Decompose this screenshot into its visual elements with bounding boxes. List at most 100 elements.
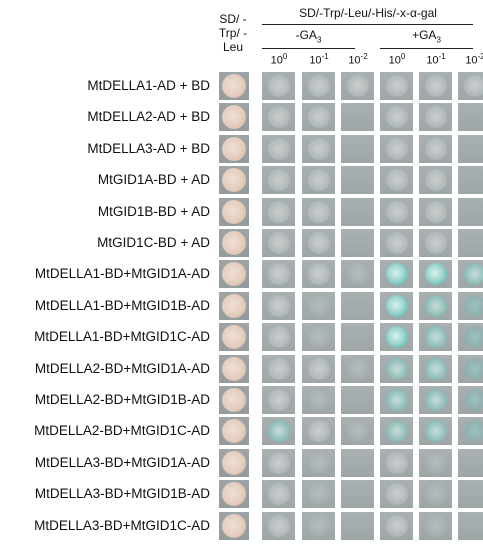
selective-plate-tile — [262, 386, 295, 414]
selective-plate-tile — [419, 134, 452, 163]
sd-plate-tile — [219, 72, 249, 100]
selective-plate-tile — [458, 323, 483, 352]
yeast-spot — [385, 357, 408, 380]
yeast-spot — [307, 294, 330, 317]
selective-plate-tile — [458, 511, 483, 540]
sd-plate-tile — [219, 260, 249, 289]
dilution-header: 10-1 — [309, 52, 329, 67]
selective-plate-tile — [419, 323, 452, 352]
selective-plate-tile — [419, 386, 452, 414]
yeast-spot — [385, 326, 408, 349]
selective-media-header: SD/-Trp/-Leu/-His/-x-α-gal — [299, 6, 437, 20]
yeast-spot — [424, 169, 447, 192]
yeast-spot — [463, 420, 483, 443]
yeast-spot — [222, 74, 246, 98]
ga-plus-header: +GA3 — [412, 28, 441, 45]
yeast-spot — [222, 388, 246, 412]
selective-plate-tile — [458, 354, 483, 383]
selective-plate-tile — [341, 448, 374, 477]
selective-plate-tile — [458, 103, 483, 132]
yeast-spot — [267, 294, 290, 317]
selective-plate-tile — [419, 229, 452, 257]
yeast-spot — [307, 420, 330, 443]
yeast-spot — [463, 389, 483, 411]
yeast-spot — [385, 483, 408, 506]
yeast-spot — [463, 326, 483, 349]
yeast-spot — [346, 263, 369, 286]
selective-plate-tile — [302, 229, 335, 257]
yeast-spot — [267, 451, 290, 474]
yeast-spot — [385, 389, 408, 411]
selective-plate-tile — [458, 166, 483, 195]
selective-plate-tile — [458, 480, 483, 509]
sd-plate-tile — [219, 480, 249, 509]
yeast-spot — [424, 294, 447, 317]
selective-plate-tile — [302, 511, 335, 540]
selective-plate-tile — [341, 72, 374, 100]
sd-plate-tile — [219, 197, 249, 226]
yeast-spot — [267, 483, 290, 506]
yeast-spot — [267, 389, 290, 411]
selective-plate-tile — [262, 260, 295, 289]
sd-plate-tile — [219, 386, 249, 414]
yeast-spot — [463, 263, 483, 286]
yeast-spot — [424, 200, 447, 223]
ga-minus-header: -GA3 — [295, 28, 322, 45]
yeast-spot — [267, 106, 290, 129]
sd-plate-tile — [219, 229, 249, 257]
selective-plate-tile — [380, 417, 413, 446]
selective-plate-tile — [302, 386, 335, 414]
selective-plate-tile — [419, 448, 452, 477]
selective-plate-tile — [380, 448, 413, 477]
sd-plate-tile — [219, 417, 249, 446]
yeast-spot — [267, 357, 290, 380]
yeast-spot — [267, 200, 290, 223]
yeast-spot — [222, 482, 246, 507]
yeast-spot — [385, 420, 408, 443]
selective-plate-tile — [380, 291, 413, 320]
strain-label: MtDELLA2-BD+MtGID1C-AD — [34, 423, 210, 439]
selective-plate-tile — [262, 166, 295, 195]
yeast-spot — [424, 75, 447, 97]
selective-plate-tile — [302, 260, 335, 289]
yeast-spot — [267, 137, 290, 160]
yeast-spot — [307, 483, 330, 506]
yeast-spot — [307, 357, 330, 380]
selective-plate-tile — [380, 386, 413, 414]
selective-plate-tile — [262, 511, 295, 540]
yeast-spot — [346, 357, 369, 380]
yeast-spot — [385, 137, 408, 160]
yeast-spot — [424, 420, 447, 443]
yeast-spot — [267, 263, 290, 286]
yeast-spot — [267, 169, 290, 192]
yeast-spot — [267, 514, 290, 537]
sd-plate-tile — [219, 103, 249, 132]
strain-label: MtDELLA3-BD+MtGID1B-AD — [34, 486, 210, 502]
yeast-spot — [267, 420, 290, 443]
dilution-header: 10-2 — [348, 52, 368, 67]
yeast-spot — [424, 451, 447, 474]
strain-label: MtDELLA3-AD + BD — [87, 140, 210, 156]
header-rule — [262, 24, 473, 25]
yeast-spot — [222, 105, 246, 130]
yeast-spot — [307, 137, 330, 160]
sd-plate-tile — [219, 448, 249, 477]
selective-plate-tile — [302, 417, 335, 446]
yeast-spot — [385, 451, 408, 474]
selective-plate-tile — [341, 386, 374, 414]
selective-plate-tile — [341, 229, 374, 257]
sd-plate-tile — [219, 134, 249, 163]
yeast-spot — [307, 169, 330, 192]
selective-plate-tile — [341, 103, 374, 132]
selective-plate-tile — [341, 480, 374, 509]
strain-label: MtDELLA1-BD+MtGID1C-AD — [34, 329, 210, 345]
selective-plate-tile — [380, 480, 413, 509]
yeast-spot — [307, 232, 330, 254]
selective-plate-tile — [341, 291, 374, 320]
strain-label: MtGID1C-BD + AD — [97, 235, 210, 250]
yeast-spot — [385, 200, 408, 223]
selective-plate-tile — [341, 166, 374, 195]
yeast-spot — [385, 169, 408, 192]
selective-plate-tile — [262, 229, 295, 257]
yeast-spot — [222, 419, 246, 444]
